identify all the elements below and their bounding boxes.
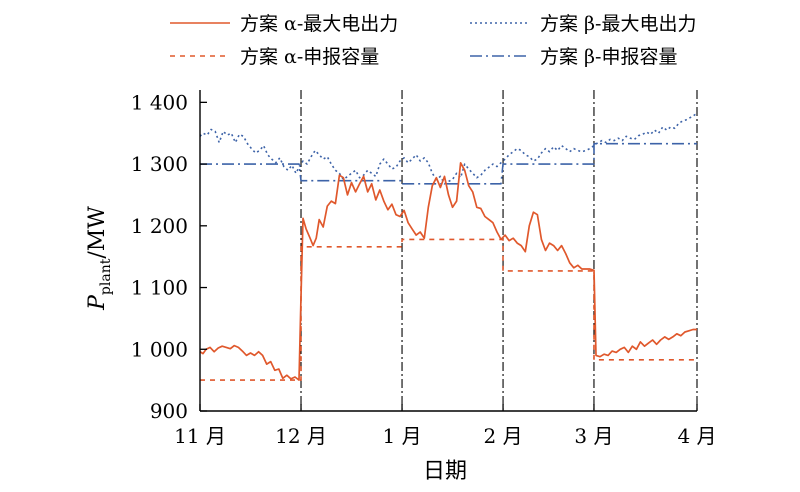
series-line-alpha-dashed [200, 238, 697, 381]
y-ticks: 900 1 000 1 100 1 200 1 300 1 400 [131, 90, 207, 423]
y-axis-title-unit: /MW [85, 206, 110, 259]
y-axis-title: Pplant/MW [85, 206, 114, 311]
x-tick-label: 3 月 [574, 424, 613, 448]
month-boundaries [300, 90, 698, 411]
series-layer [199, 113, 697, 381]
x-tick-label: 12 月 [275, 424, 327, 448]
y-axis-title-sub: plant [98, 258, 114, 295]
y-tick-label: 1 300 [131, 152, 188, 176]
x-tick-label: 2 月 [484, 424, 523, 448]
legend-label-alpha-max-output: 方案 α-最大电出力 [240, 13, 398, 35]
legend-label-beta-max-output: 方案 β-最大电出力 [540, 13, 696, 35]
y-tick-label: 1 000 [131, 337, 188, 361]
y-tick-label: 1 400 [131, 90, 188, 114]
axes [199, 90, 697, 412]
x-tick-label: 4 月 [677, 424, 716, 448]
series-line-beta-dotted [199, 113, 697, 185]
x-ticks: 11 月 12 月 1 月 2 月 3 月 4 月 [174, 404, 717, 448]
x-tick-label: 11 月 [174, 424, 226, 448]
y-tick-label: 1 200 [131, 214, 188, 238]
series-line-beta-dashdot [200, 142, 697, 185]
legend-label-alpha-declared: 方案 α-申报容量 [240, 46, 379, 68]
legend-label-beta-declared: 方案 β-申报容量 [540, 46, 677, 68]
x-axis-title: 日期 [423, 459, 467, 484]
legend: 方案 α-最大电出力 方案 β-最大电出力 方案 α-申报容量 方案 β-申报容… [170, 13, 696, 68]
series-line-alpha-solid [199, 161, 697, 381]
y-tick-label: 1 100 [131, 276, 188, 300]
x-tick-label: 1 月 [382, 424, 421, 448]
y-axis-title-main: P [85, 294, 110, 311]
y-tick-label: 900 [150, 399, 188, 423]
